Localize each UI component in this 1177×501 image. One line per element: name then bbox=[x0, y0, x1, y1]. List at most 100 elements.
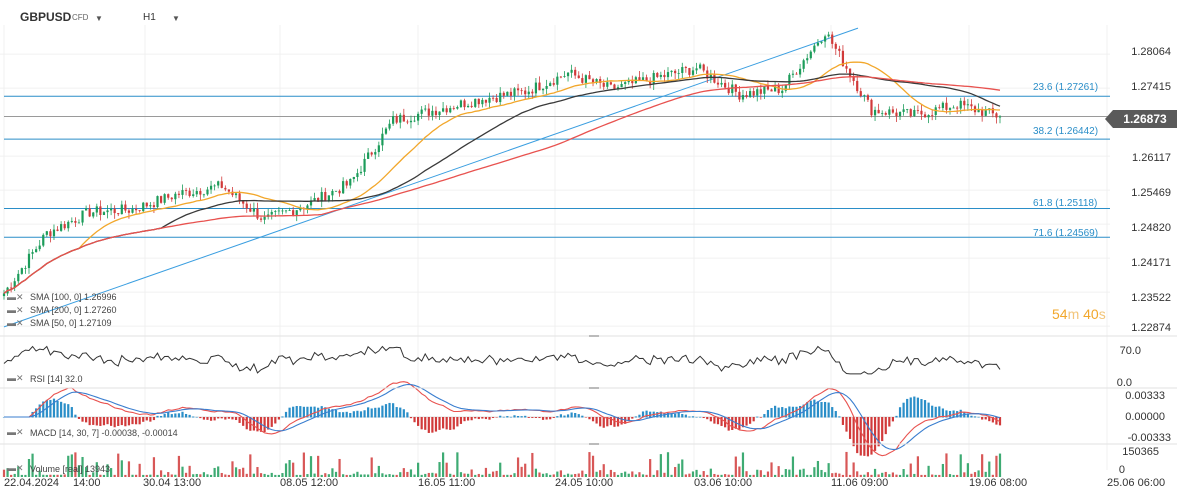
macd-settings-icon[interactable]: ▬✕ bbox=[7, 427, 24, 437]
candle-body bbox=[938, 107, 941, 109]
candle-body bbox=[624, 82, 627, 84]
pane-separators[interactable] bbox=[0, 335, 1177, 445]
timeframe-dropdown-icon[interactable]: ▼ bbox=[172, 14, 180, 23]
macd-histogram-bar bbox=[895, 415, 898, 418]
rsi-legend: RSI [14] 32.0 bbox=[30, 374, 83, 384]
countdown-seconds: 40 bbox=[1083, 306, 1099, 322]
macd-histogram-bar bbox=[706, 417, 709, 420]
volume-bar bbox=[877, 474, 880, 477]
candle-body bbox=[566, 72, 570, 77]
volume-bar bbox=[656, 470, 659, 477]
macd-histogram-bar bbox=[913, 396, 916, 418]
volume-bar bbox=[588, 452, 591, 477]
rsi-settings-icon[interactable]: ▬✕ bbox=[7, 373, 24, 383]
volume-bar bbox=[734, 456, 737, 477]
volume-bar bbox=[213, 467, 216, 477]
volume-bar bbox=[35, 474, 38, 477]
trendline[interactable] bbox=[3, 27, 859, 328]
volume-bar bbox=[206, 474, 209, 477]
volume-bar bbox=[256, 467, 259, 477]
volume-bar bbox=[888, 474, 891, 477]
volume-bar bbox=[995, 455, 998, 477]
macd-histogram-bar bbox=[441, 417, 445, 429]
candle-body bbox=[342, 181, 345, 194]
candle-body bbox=[124, 204, 127, 211]
volume-settings-icon[interactable]: ▬✕ bbox=[7, 463, 24, 473]
macd-histogram-bar bbox=[995, 417, 998, 425]
volume-bar bbox=[20, 474, 23, 477]
candle-body bbox=[602, 82, 605, 87]
candle-body bbox=[199, 191, 202, 195]
volume-bar bbox=[381, 473, 384, 477]
macd-signal-line bbox=[4, 383, 1001, 450]
candle-countdown: 54m 40s bbox=[1052, 306, 1106, 322]
candle-body bbox=[81, 210, 84, 223]
volume-bar bbox=[363, 474, 366, 477]
macd-histogram-bar bbox=[427, 417, 430, 433]
sma200-settings-icon[interactable]: ▬✕ bbox=[7, 305, 24, 315]
volume-bar bbox=[409, 469, 413, 477]
volume-bar bbox=[209, 474, 213, 477]
candle-body bbox=[88, 208, 91, 217]
candle-body bbox=[227, 189, 231, 192]
macd-histogram-bar bbox=[134, 417, 138, 425]
candle-body bbox=[716, 82, 720, 85]
date-tick: 19.06 08:00 bbox=[969, 477, 1028, 489]
volume-bar bbox=[6, 468, 9, 477]
candle-body bbox=[306, 205, 309, 209]
macd-histogram-bar bbox=[613, 417, 616, 427]
sma100-settings-icon[interactable]: ▬✕ bbox=[7, 292, 24, 302]
volume-bar bbox=[845, 451, 848, 477]
volume-bar bbox=[991, 474, 994, 477]
date-tick: 08.05 12:00 bbox=[280, 477, 339, 489]
candle-body bbox=[870, 99, 873, 116]
candle-body bbox=[599, 79, 602, 83]
sma50-settings-icon[interactable]: ▬✕ bbox=[7, 318, 24, 328]
volume-bar bbox=[70, 454, 73, 477]
candle-body bbox=[56, 229, 59, 231]
volume-bar bbox=[827, 463, 830, 477]
symbol-name[interactable]: GBPUSD bbox=[20, 10, 72, 24]
volume-bar bbox=[724, 474, 727, 477]
macd-histogram-bar bbox=[484, 417, 488, 420]
date-tick: 30.04 13:00 bbox=[143, 477, 202, 489]
volume-bar bbox=[634, 474, 637, 477]
candle-body bbox=[441, 108, 445, 112]
volume-bar bbox=[649, 459, 652, 477]
macd-histogram-bar bbox=[741, 417, 745, 428]
candle-body bbox=[877, 109, 880, 114]
candle-body bbox=[927, 114, 930, 118]
volume-bar bbox=[956, 474, 959, 477]
macd-histogram-bar bbox=[334, 410, 338, 418]
macd-histogram-bar bbox=[242, 417, 245, 426]
macd-histogram-bar bbox=[470, 417, 473, 421]
macd-histogram-bar bbox=[670, 413, 673, 418]
macd-histogram-bar bbox=[574, 412, 577, 418]
candle-body bbox=[231, 191, 234, 196]
candle-body bbox=[17, 273, 20, 282]
candle-body bbox=[452, 108, 455, 109]
fib-label-38: 38.2 (1.26442) bbox=[1033, 126, 1099, 137]
candle-body bbox=[756, 89, 759, 96]
candle-body bbox=[838, 48, 841, 51]
macd-histogram-bar bbox=[402, 409, 405, 418]
timeframe-selector[interactable]: H1 bbox=[143, 12, 156, 23]
macd-histogram-bar bbox=[549, 417, 552, 420]
candle-body bbox=[331, 191, 334, 196]
symbol-dropdown-icon[interactable]: ▼ bbox=[95, 14, 103, 23]
macd-histogram-bar bbox=[374, 407, 377, 418]
macd-histogram-bar bbox=[206, 417, 209, 420]
macd-histogram-bar bbox=[381, 405, 384, 418]
volume-bar bbox=[292, 462, 295, 477]
volume-bar bbox=[56, 474, 59, 477]
candle-body bbox=[49, 231, 52, 237]
rsi-axis-tick: 0.0 bbox=[1116, 377, 1132, 389]
macd-histogram-bar bbox=[60, 401, 63, 418]
macd-histogram-bar bbox=[813, 399, 816, 418]
candle-body bbox=[159, 196, 163, 203]
volume-bar bbox=[484, 467, 488, 477]
volume-bar bbox=[163, 474, 166, 477]
macd-histogram-bar bbox=[149, 417, 152, 422]
macd-histogram-bar bbox=[245, 417, 248, 430]
